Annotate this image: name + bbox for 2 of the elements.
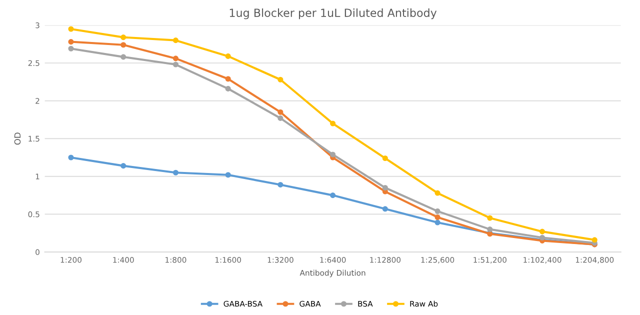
chart-title: 1ug Blocker per 1uL Diluted Antibody xyxy=(230,8,437,20)
y-axis-title: OD xyxy=(14,132,21,145)
